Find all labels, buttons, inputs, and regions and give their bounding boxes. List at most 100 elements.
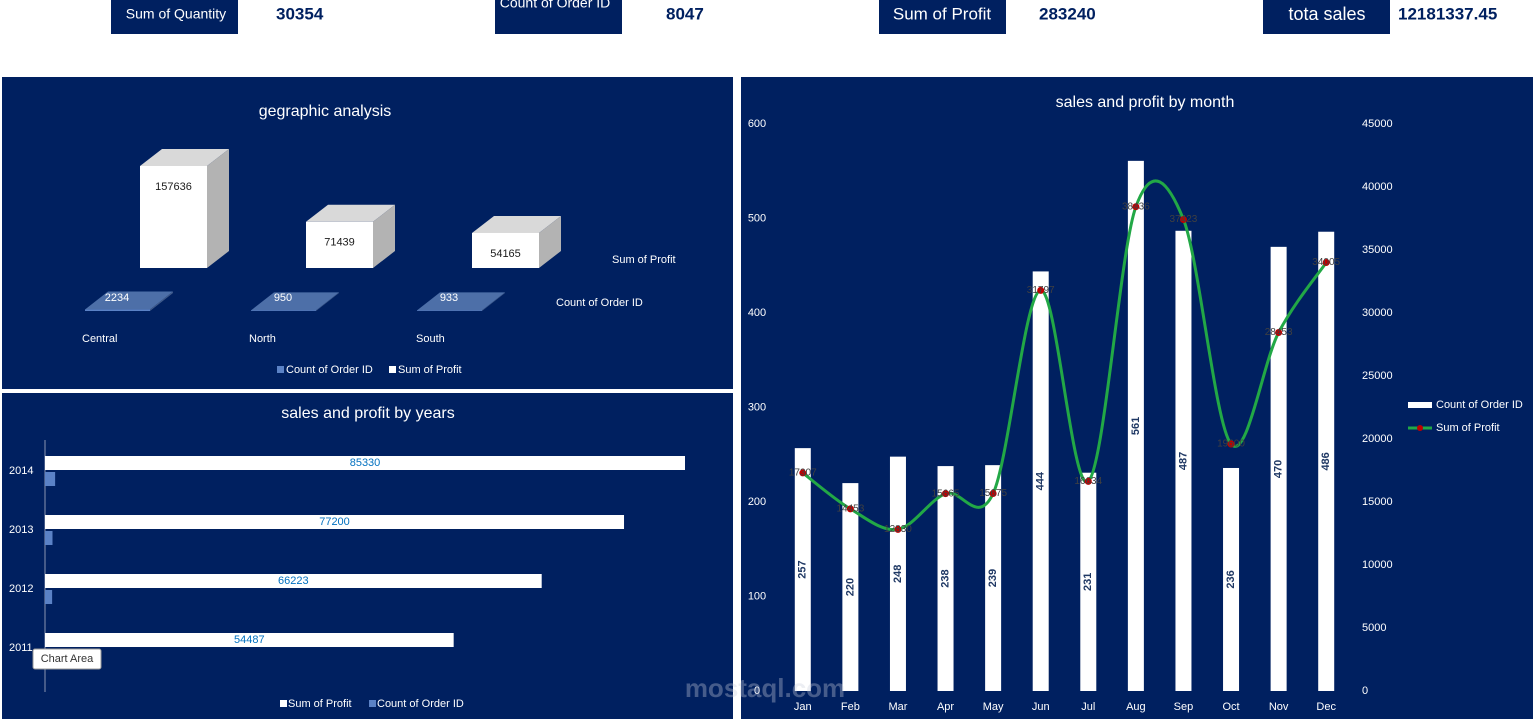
marker: [1227, 440, 1235, 448]
y2-tick-label: 30000: [1362, 307, 1393, 319]
y-tick-label: 400: [748, 307, 766, 319]
charts: gegraphic analysis 2234 950 933 157636 71439 5…: [9, 94, 1523, 713]
bar-face: [85, 291, 173, 310]
data-label: 157636: [155, 181, 192, 193]
tooltip: Chart Area: [41, 653, 94, 665]
marker: [846, 505, 854, 513]
legend-swatch: [277, 366, 284, 373]
marker: [1037, 286, 1045, 294]
marker: [1322, 259, 1330, 267]
bar-face: [306, 221, 373, 268]
chart-title: sales and profit by month: [1056, 94, 1235, 111]
marker: [799, 469, 807, 477]
marker: [1084, 477, 1092, 485]
x-tick-label: South: [416, 333, 445, 345]
x-tick-label: Mar: [888, 701, 907, 713]
data-label: 231: [1082, 573, 1094, 591]
data-label: 486: [1320, 452, 1332, 470]
data-label: 77200: [319, 516, 350, 528]
y-tick-label: 0: [754, 685, 760, 697]
kpi-value: 12181337.45: [1398, 4, 1497, 23]
bar-face: [316, 292, 339, 311]
legend-label: Count of Order ID: [286, 364, 373, 376]
data-label: 470: [1273, 460, 1285, 478]
bar-face: [417, 292, 505, 311]
data-label: 31797: [1027, 285, 1055, 296]
data-label: 12830: [884, 524, 912, 535]
bar-face: [306, 204, 395, 222]
x-tick-label: Apr: [937, 701, 954, 713]
y-tick-label: 2012: [9, 583, 33, 595]
marker: [1132, 203, 1140, 211]
data-label: 257: [797, 560, 809, 578]
legend-swatch: [1408, 402, 1432, 408]
data-label: 487: [1177, 452, 1189, 470]
bar: [1223, 467, 1240, 691]
x-tick-label: Oct: [1222, 701, 1239, 713]
data-label: 54165: [490, 248, 521, 260]
y-tick-label: 2014: [9, 465, 33, 477]
y2-tick-label: 15000: [1362, 496, 1393, 508]
data-label: 238: [939, 569, 951, 587]
y-tick-label: 300: [748, 401, 766, 413]
y2-tick-label: 45000: [1362, 118, 1393, 130]
data-label: 28453: [1265, 327, 1293, 338]
marker: [942, 490, 950, 498]
chart-title: sales and profit by years: [281, 405, 454, 422]
data-label: 19600: [1217, 439, 1245, 450]
x-tick-label: Aug: [1126, 701, 1146, 713]
bar: [842, 483, 859, 691]
data-label: 71439: [324, 237, 355, 249]
bar: [45, 531, 53, 545]
x-tick-label: Dec: [1316, 701, 1336, 713]
bar: [45, 590, 53, 604]
data-label: 561: [1130, 417, 1142, 435]
legend-label: Sum of Profit: [398, 364, 462, 376]
legend-label: Sum of Profit: [288, 698, 352, 710]
x-tick-label: North: [249, 333, 276, 345]
x-tick-label: May: [983, 701, 1004, 713]
y-tick-label: 100: [748, 590, 766, 602]
x-tick-label: Jan: [794, 701, 812, 713]
kpi-box: [111, 0, 238, 34]
bar-face: [482, 292, 505, 311]
bar: [1270, 246, 1287, 691]
bar-face: [472, 232, 539, 268]
bar: [985, 465, 1002, 691]
kpi-label: tota sales: [1288, 4, 1365, 24]
data-label: 444: [1035, 471, 1047, 490]
kpi-label: Sum of Quantity: [126, 6, 226, 22]
bar-face: [472, 215, 561, 233]
data-label: 236: [1225, 570, 1237, 588]
y-tick-label: 500: [748, 212, 766, 224]
data-label: 14453: [836, 504, 864, 515]
legend-swatch: [369, 700, 376, 707]
x-tick-label: Central: [82, 333, 117, 345]
chart-title: gegraphic analysis: [259, 103, 392, 120]
bar-face: [251, 310, 316, 311]
bar: [1032, 271, 1049, 691]
bar-face: [373, 204, 395, 268]
y2-tick-label: 5000: [1362, 622, 1386, 634]
panel: [2, 393, 733, 719]
data-label: 54487: [234, 634, 265, 646]
bar-face: [251, 292, 339, 311]
kpi-box: [495, 0, 622, 34]
kpi-label: Count of Order ID: [500, 0, 611, 11]
bar-face: [140, 149, 229, 166]
bar: [85, 291, 173, 311]
y-tick-label: 2011: [9, 642, 33, 654]
data-label: 950: [274, 292, 292, 304]
data-label: 248: [892, 565, 904, 583]
marker: [1275, 328, 1283, 336]
data-label: 38436: [1122, 201, 1150, 212]
depth-axis-label: Count of Order ID: [556, 297, 643, 309]
kpi-value: 283240: [1039, 4, 1096, 23]
bar: [794, 448, 811, 691]
bar: [472, 215, 561, 268]
data-label: 933: [440, 292, 458, 304]
x-tick-label: Jul: [1081, 701, 1095, 713]
data-label: 37423: [1170, 214, 1198, 225]
bar: [1318, 231, 1335, 692]
